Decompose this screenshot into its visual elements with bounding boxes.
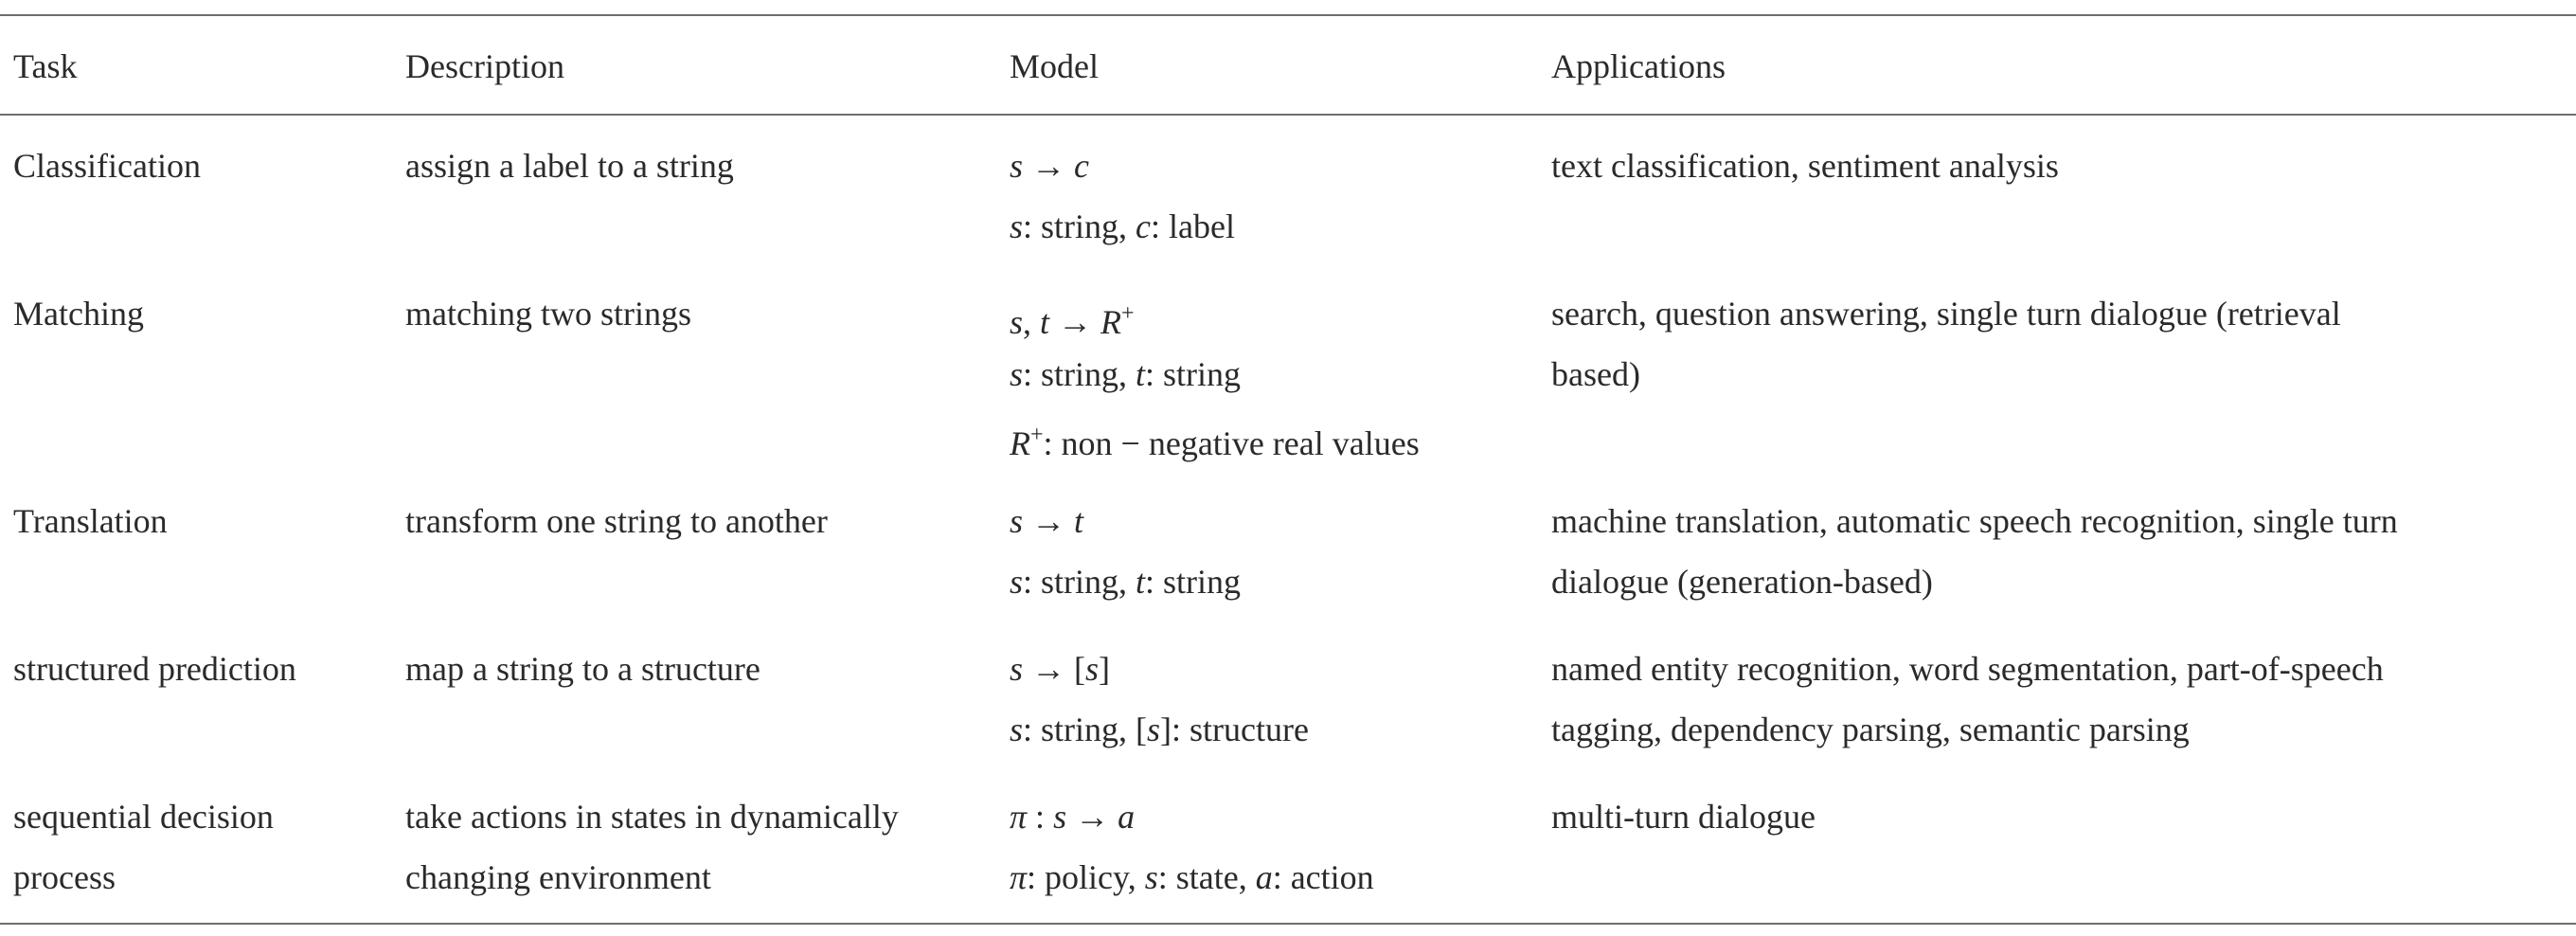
row-4-task: structured prediction <box>13 650 296 688</box>
row-2-model: s, t → R+ s: string, t: string R+: non −… <box>1010 283 1420 465</box>
header-description: Description <box>405 47 564 85</box>
row-5-model: π : s → a π: policy, s: state, a: action <box>1010 786 1374 908</box>
bottom-rule <box>0 923 2576 925</box>
row-1-applications: text classification, sentiment analysis <box>1551 147 2059 185</box>
row-4-applications: named entity recognition, word segmentat… <box>1551 650 2384 748</box>
row-2-applications: search, question answering, single turn … <box>1551 295 2341 393</box>
row-5-task: sequential decision process <box>13 798 274 896</box>
model-line: R+: non − negative real values <box>1010 423 1420 462</box>
model-line: s → c <box>1010 147 1089 185</box>
row-1-task: Classification <box>13 147 201 185</box>
model-line: s: string, t: string <box>1010 355 1242 393</box>
header-model: Model <box>1010 47 1099 85</box>
row-5-applications: multi-turn dialogue <box>1551 798 1816 836</box>
row-3-task: Translation <box>13 502 168 540</box>
model-line: π : s → a <box>1010 798 1136 836</box>
row-3-applications: machine translation, automatic speech re… <box>1551 502 2398 601</box>
model-line: s: string, [s]: structure <box>1010 711 1309 748</box>
model-line: s: string, c: label <box>1010 207 1235 245</box>
model-line: s: string, t: string <box>1010 563 1242 601</box>
model-line: s, t → R+ <box>1010 301 1135 341</box>
row-1-description: assign a label to a string <box>405 147 734 185</box>
header-task: Task <box>13 47 78 85</box>
top-rule <box>0 14 2576 16</box>
row-5-description: take actions in states in dynamically ch… <box>405 798 899 896</box>
row-4-description: map a string to a structure <box>405 650 760 688</box>
row-1-model: s → c s: string, c: label <box>1010 135 1235 257</box>
row-3-model: s → t s: string, t: string <box>1010 491 1241 612</box>
header-applications: Applications <box>1551 47 1726 85</box>
row-4-model: s → [s] s: string, [s]: structure <box>1010 639 1309 760</box>
row-2-task: Matching <box>13 295 144 333</box>
header-rule <box>0 114 2576 116</box>
model-line: π: policy, s: state, a: action <box>1010 858 1374 896</box>
model-line: s → t <box>1010 502 1084 540</box>
model-line: s → [s] <box>1010 650 1111 688</box>
row-3-description: transform one string to another <box>405 502 828 540</box>
row-2-description: matching two strings <box>405 295 691 333</box>
